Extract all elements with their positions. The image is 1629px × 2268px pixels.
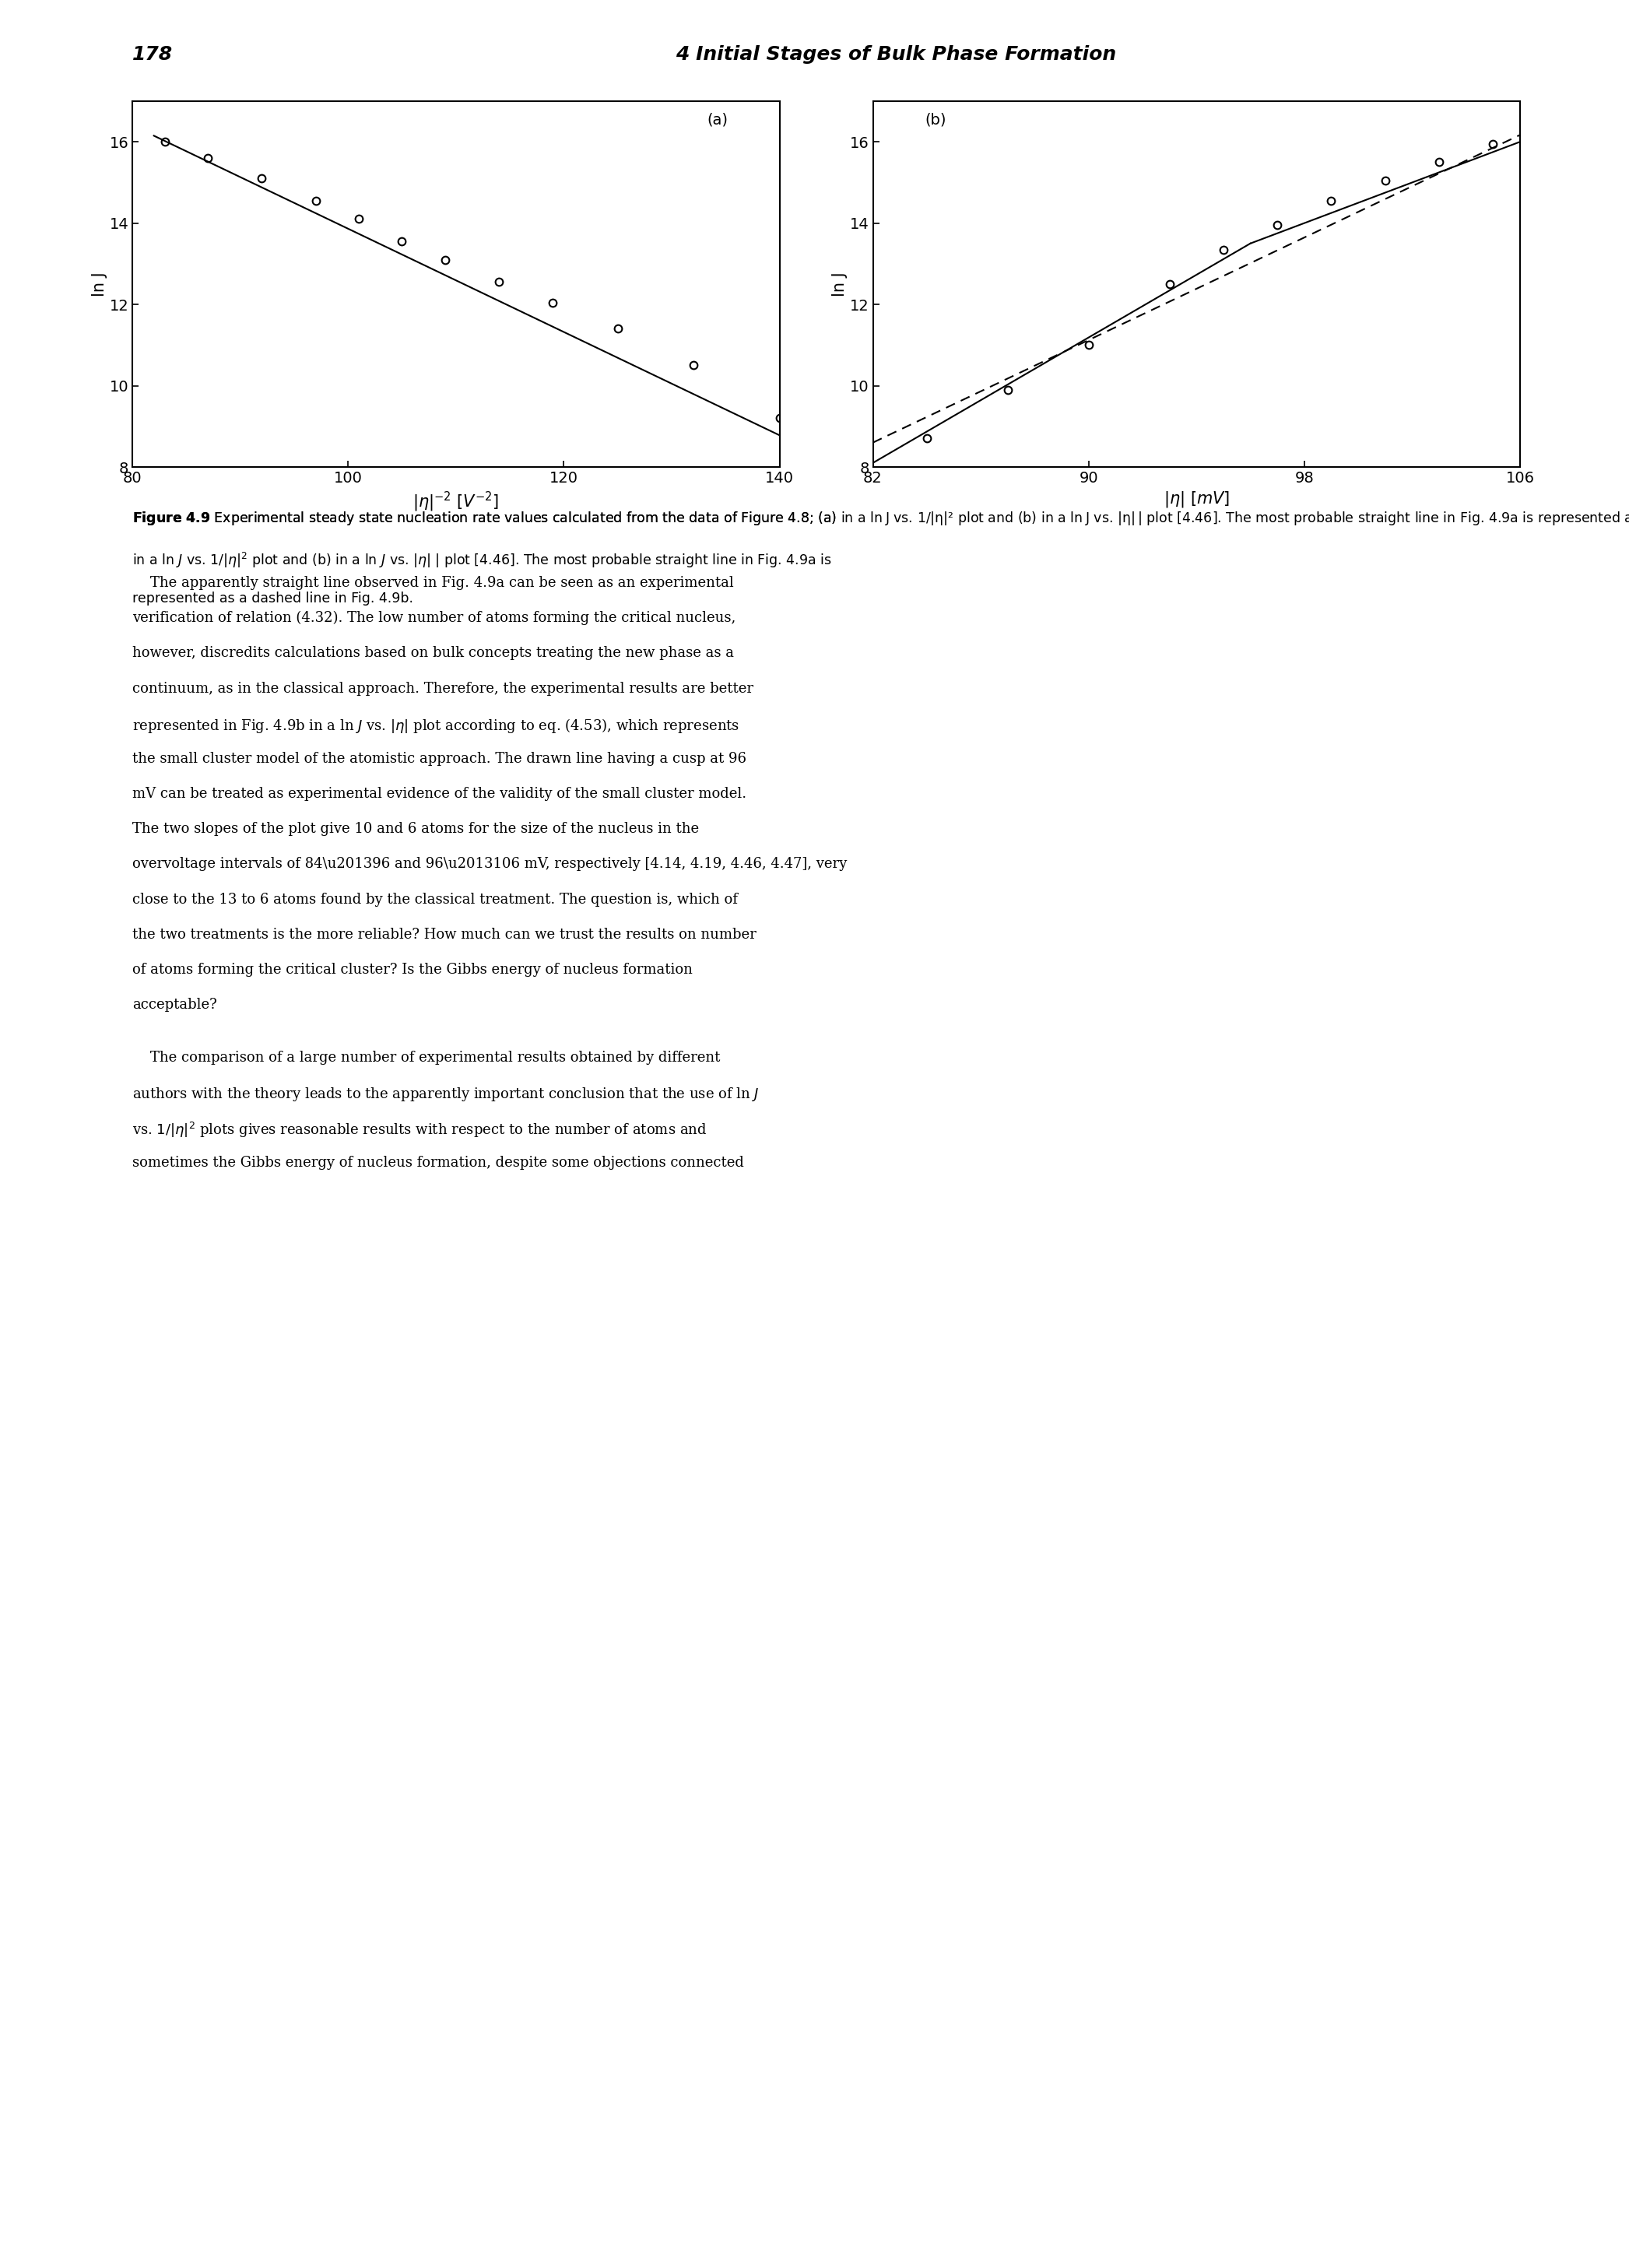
Text: sometimes the Gibbs energy of nucleus formation, despite some objections connect: sometimes the Gibbs energy of nucleus fo… (132, 1157, 744, 1170)
Text: the small cluster model of the atomistic approach. The drawn line having a cusp : the small cluster model of the atomistic… (132, 751, 746, 767)
Text: overvoltage intervals of 84\u201396 and 96\u2013106 mV, respectively [4.14, 4.19: overvoltage intervals of 84\u201396 and … (132, 857, 847, 871)
Text: The apparently straight line observed in Fig. 4.9a can be seen as an experimenta: The apparently straight line observed in… (132, 576, 733, 590)
Text: $\mathbf{Figure\ 4.9}$ Experimental steady state nucleation rate values calculat: $\mathbf{Figure\ 4.9}$ Experimental stea… (132, 510, 837, 526)
Text: (a): (a) (707, 111, 728, 127)
Text: represented as a dashed line in Fig. 4.9b.: represented as a dashed line in Fig. 4.9… (132, 592, 414, 606)
Text: The two slopes of the plot give 10 and 6 atoms for the size of the nucleus in th: The two slopes of the plot give 10 and 6… (132, 821, 699, 837)
Text: of atoms forming the critical cluster? Is the Gibbs energy of nucleus formation: of atoms forming the critical cluster? I… (132, 962, 692, 978)
X-axis label: $|\eta|\ [mV]$: $|\eta|\ [mV]$ (1163, 490, 1230, 510)
X-axis label: $|\eta|^{-2}\ [V^{-2}]$: $|\eta|^{-2}\ [V^{-2}]$ (412, 490, 498, 513)
Text: The comparison of a large number of experimental results obtained by different: The comparison of a large number of expe… (132, 1050, 720, 1064)
Text: 4 Initial Stages of Bulk Phase Formation: 4 Initial Stages of Bulk Phase Formation (676, 45, 1116, 64)
Y-axis label: ln J: ln J (91, 272, 108, 297)
Text: acceptable?: acceptable? (132, 998, 217, 1012)
Text: mV can be treated as experimental evidence of the validity of the small cluster : mV can be treated as experimental eviden… (132, 787, 746, 801)
Text: continuum, as in the classical approach. Therefore, the experimental results are: continuum, as in the classical approach.… (132, 680, 753, 696)
Text: (b): (b) (925, 111, 946, 127)
Text: verification of relation (4.32). The low number of atoms forming the critical nu: verification of relation (4.32). The low… (132, 610, 736, 626)
Text: the two treatments is the more reliable? How much can we trust the results on nu: the two treatments is the more reliable?… (132, 928, 756, 941)
Text: however, discredits calculations based on bulk concepts treating the new phase a: however, discredits calculations based o… (132, 646, 735, 660)
Text: 178: 178 (132, 45, 173, 64)
Text: represented in Fig. 4.9b in a ln $J$ vs. $|\eta|$ plot according to eq. (4.53), : represented in Fig. 4.9b in a ln $J$ vs.… (132, 717, 740, 735)
Text: authors with the theory leads to the apparently important conclusion that the us: authors with the theory leads to the app… (132, 1086, 759, 1102)
Text: close to the 13 to 6 atoms found by the classical treatment. The question is, wh: close to the 13 to 6 atoms found by the … (132, 891, 738, 907)
Text: in a ln $J$ vs. $1/|\eta|^2$ plot and (b) in a ln $J$ vs. $|\eta|$ | plot [4.46]: in a ln $J$ vs. $1/|\eta|^2$ plot and (b… (132, 551, 832, 569)
Y-axis label: ln J: ln J (832, 272, 847, 297)
Text: vs. $1/|\eta|^2$ plots gives reasonable results with respect to the number of at: vs. $1/|\eta|^2$ plots gives reasonable … (132, 1120, 707, 1139)
Text: $\mathbf{Figure\ 4.9}$ Experimental steady state nucleation rate values calculat: $\mathbf{Figure\ 4.9}$ Experimental stea… (132, 510, 1629, 526)
